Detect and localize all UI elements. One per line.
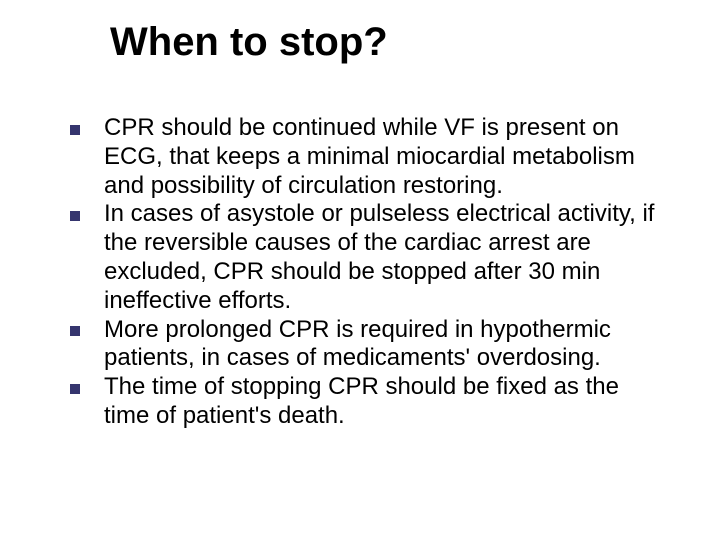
bullet-square-icon (70, 211, 80, 221)
slide: When to stop? CPR should be continued wh… (0, 0, 720, 540)
list-item: In cases of asystole or pulseless electr… (70, 200, 670, 315)
bullet-square-icon (70, 326, 80, 336)
list-item: The time of stopping CPR should be fixed… (70, 373, 670, 431)
bullet-square-icon (70, 384, 80, 394)
list-item-text: The time of stopping CPR should be fixed… (104, 373, 619, 429)
list-item: CPR should be continued while VF is pres… (70, 114, 670, 200)
bullet-list: CPR should be continued while VF is pres… (40, 114, 680, 431)
slide-title: When to stop? (110, 20, 680, 64)
list-item-text: More prolonged CPR is required in hypoth… (104, 316, 611, 372)
bullet-square-icon (70, 125, 80, 135)
list-item-text: CPR should be continued while VF is pres… (104, 114, 635, 199)
list-item: More prolonged CPR is required in hypoth… (70, 316, 670, 374)
list-item-text: In cases of asystole or pulseless electr… (104, 200, 654, 313)
